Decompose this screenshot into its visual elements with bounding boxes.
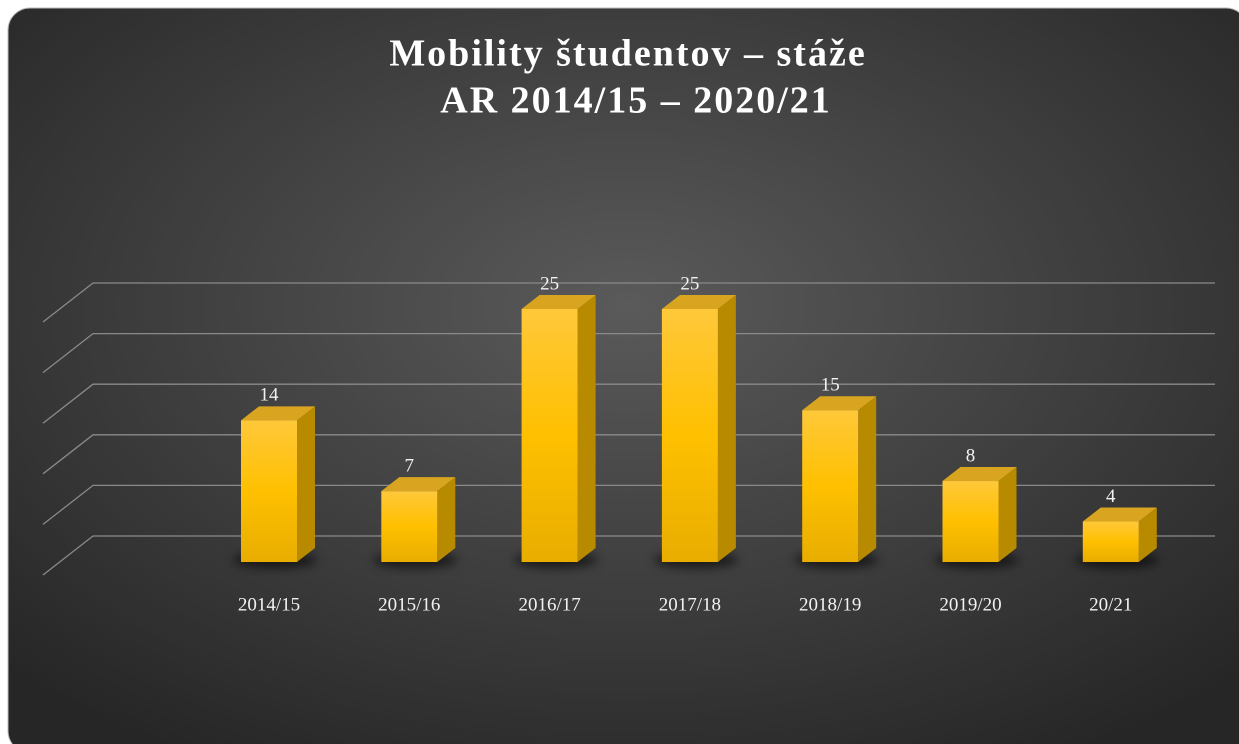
bar xyxy=(241,420,297,562)
x-tick-label: 2019/20 xyxy=(939,594,1001,615)
bar-side xyxy=(858,396,877,562)
bar xyxy=(942,481,999,562)
value-label: 14 xyxy=(260,385,280,406)
x-tick-label: 2017/18 xyxy=(659,594,721,615)
bar xyxy=(661,309,718,562)
bar-top xyxy=(942,467,1017,482)
bar-top xyxy=(1082,507,1157,522)
x-tick-label: 2016/17 xyxy=(518,594,580,615)
grid-line xyxy=(42,332,1215,374)
value-label: 15 xyxy=(821,375,840,396)
value-label: 4 xyxy=(1106,486,1116,507)
grid-line xyxy=(42,282,1215,323)
x-tick-label: 2018/19 xyxy=(799,594,861,615)
x-tick-label: 2015/16 xyxy=(378,594,440,615)
value-label: 25 xyxy=(540,273,559,294)
bar-side xyxy=(998,467,1017,562)
bar xyxy=(381,491,438,562)
bar-side xyxy=(437,477,456,562)
x-tick-label: 2014/15 xyxy=(238,594,300,615)
bar xyxy=(521,309,578,562)
bar-top xyxy=(381,477,456,492)
bar-side xyxy=(1138,507,1157,562)
bar xyxy=(802,410,859,562)
chart-title: Mobility študentov – stáže xyxy=(389,33,866,75)
bar xyxy=(1082,521,1139,562)
chart-subtitle: AR 2014/15 – 2020/21 xyxy=(440,80,832,122)
bar-top xyxy=(661,295,736,309)
x-tick-label: 20/21 xyxy=(1089,594,1132,615)
bar-side xyxy=(717,295,736,562)
bar-top xyxy=(241,406,315,421)
bar-side xyxy=(577,295,596,562)
bar-top xyxy=(521,295,596,309)
value-label: 8 xyxy=(966,445,976,466)
bar-top xyxy=(802,396,877,411)
value-label: 25 xyxy=(680,273,699,294)
bar-side xyxy=(297,406,315,562)
grid-line xyxy=(42,383,1215,424)
value-label: 7 xyxy=(405,456,415,477)
